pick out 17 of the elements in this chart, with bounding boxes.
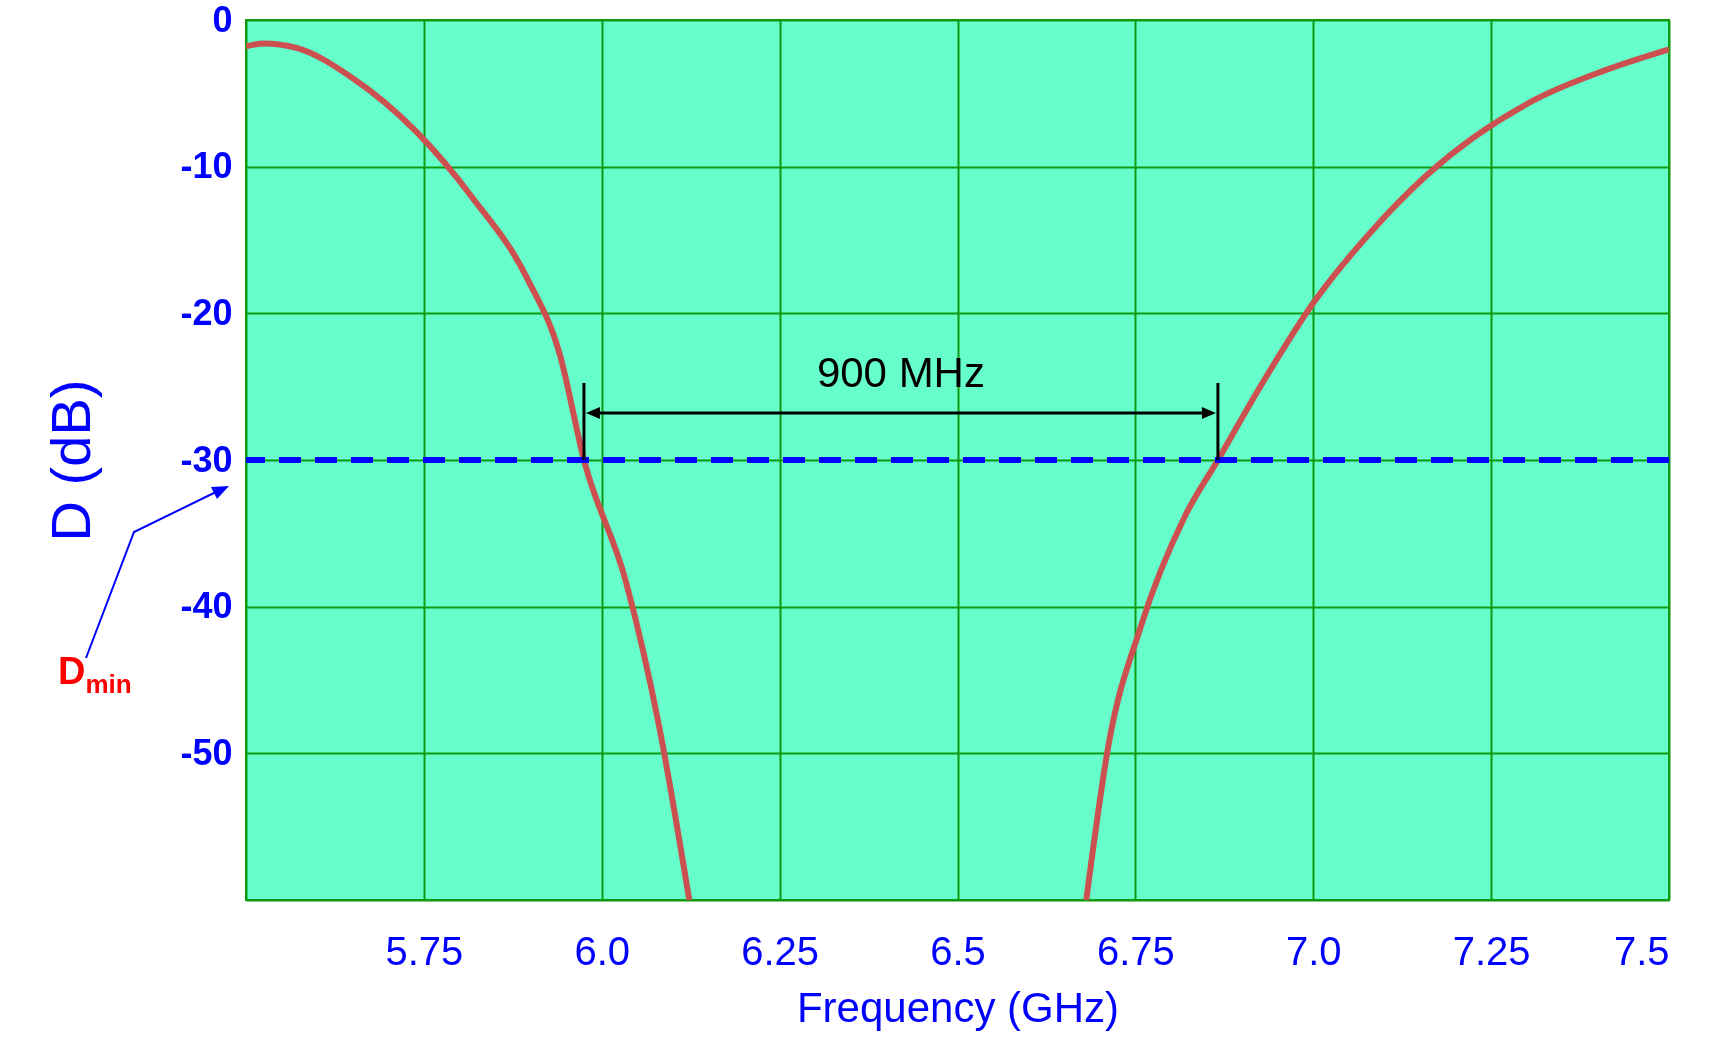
x-tick-label: 7.25 bbox=[1452, 928, 1531, 973]
y-axis-title: D (dB) bbox=[39, 379, 103, 542]
x-tick-label: 6.25 bbox=[741, 928, 820, 973]
x-axis-title: Frequency (GHz) bbox=[796, 983, 1120, 1031]
y-tick-label: -20 bbox=[180, 291, 233, 333]
x-tick-label: 5.75 bbox=[385, 928, 464, 973]
x-tick-label: 6.75 bbox=[1096, 928, 1175, 973]
x-tick-label: 6.0 bbox=[574, 928, 631, 973]
y-tick-label: -10 bbox=[180, 145, 233, 187]
x-tick-label: 7.0 bbox=[1285, 928, 1342, 973]
y-tick-label: 0 bbox=[212, 0, 233, 40]
y-tick-label: -40 bbox=[180, 585, 233, 627]
text: D$_{min}$ bbox=[58, 650, 132, 700]
y-tick-label: -30 bbox=[180, 438, 233, 480]
x-tick-label: 6.5 bbox=[930, 928, 986, 973]
y-tick-label: -50 bbox=[180, 731, 233, 773]
x-tick-label: 7.5 bbox=[1613, 928, 1670, 973]
